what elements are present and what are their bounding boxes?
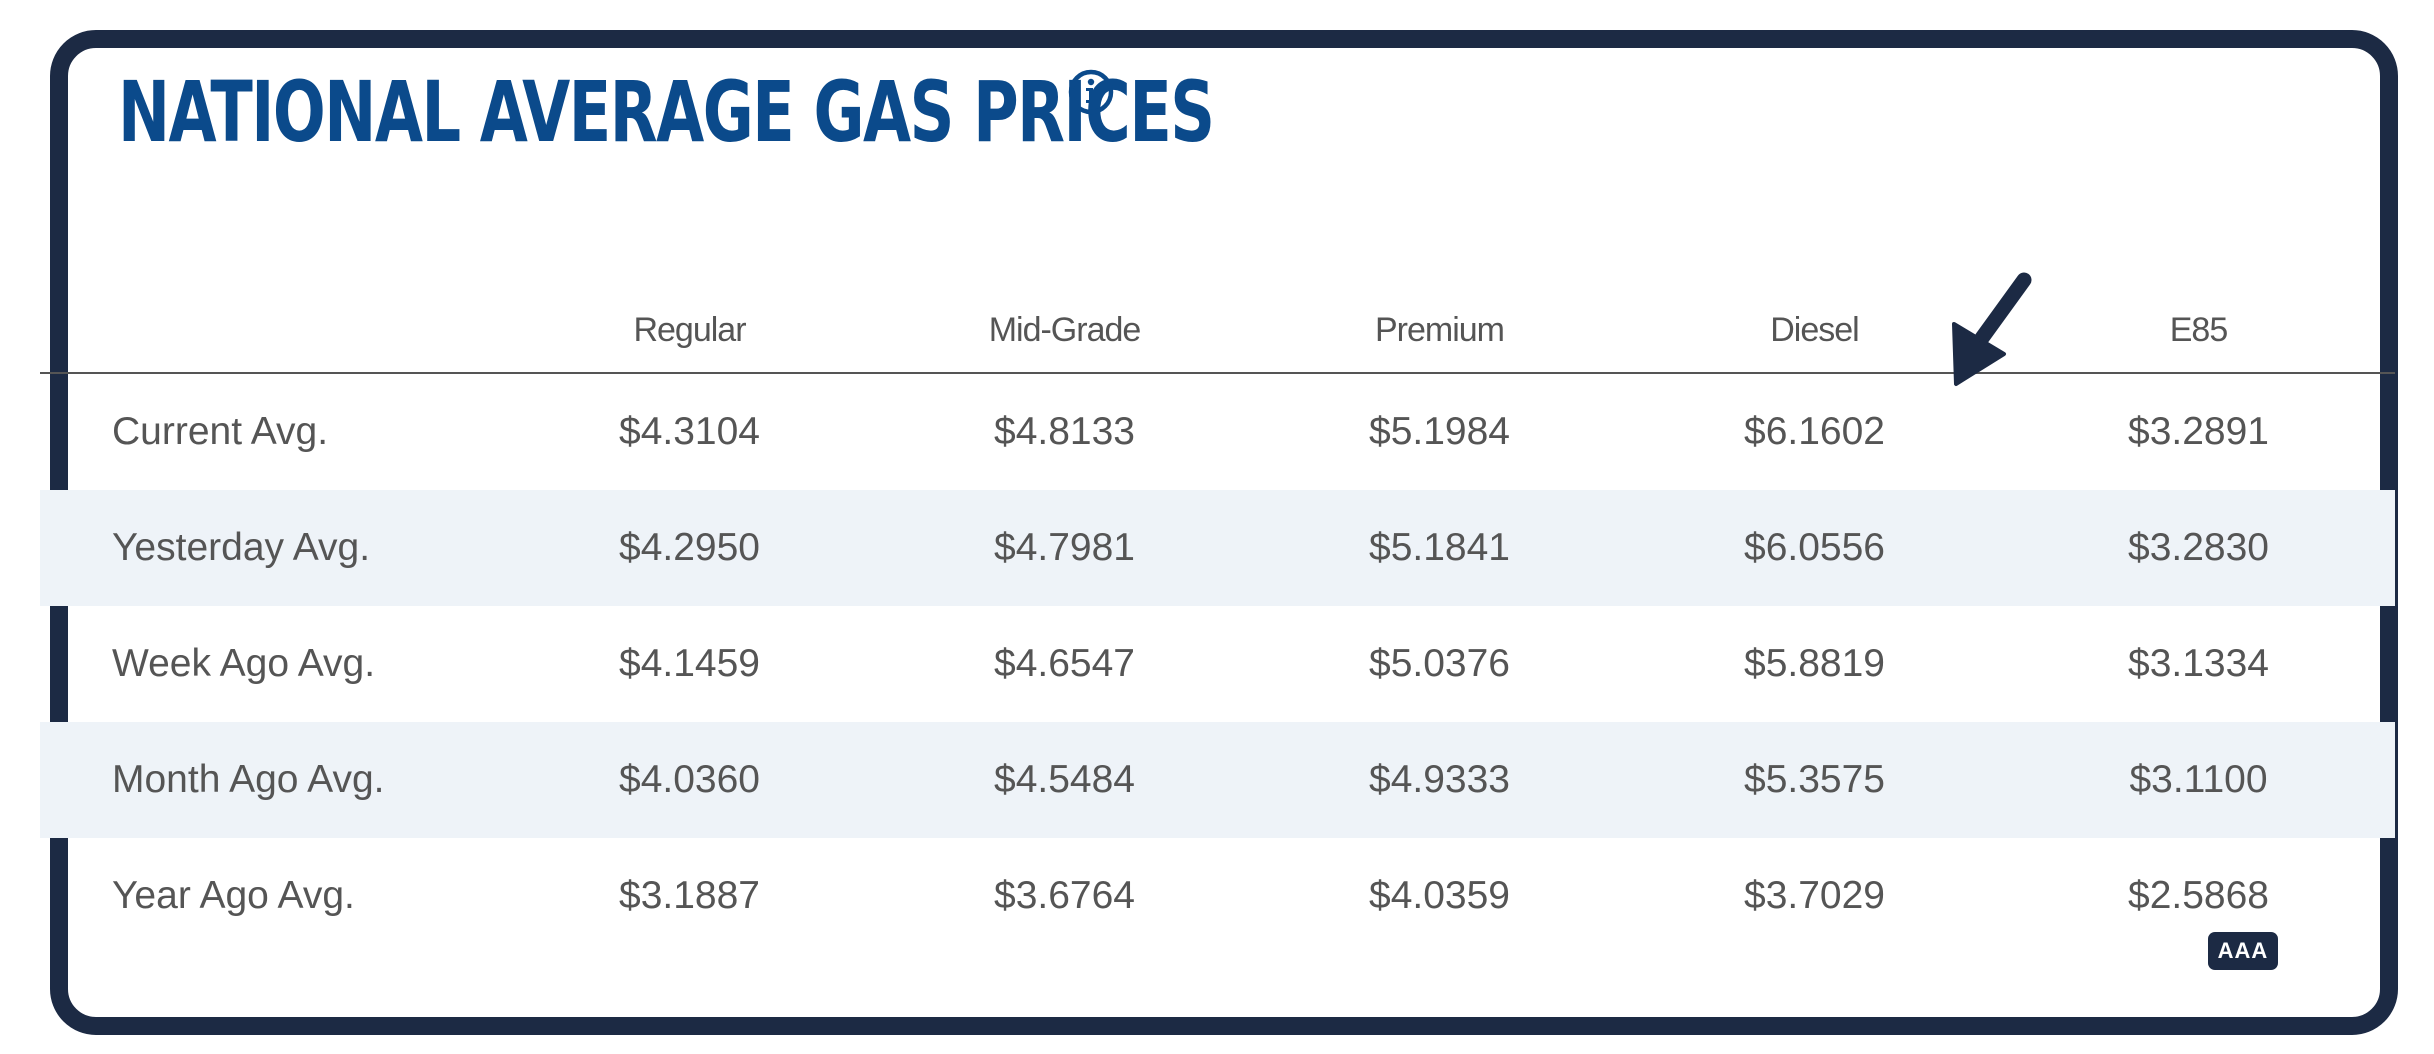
arrow-pointer-icon bbox=[1952, 272, 2032, 386]
gas-prices-table: Regular Mid-Grade Premium Diesel E85 Cur… bbox=[40, 250, 2395, 954]
price-cell: $4.0360 bbox=[502, 722, 877, 838]
table-row: Yesterday Avg. $4.2950 $4.7981 $5.1841 $… bbox=[40, 490, 2395, 606]
price-cell: $6.1602 bbox=[1744, 410, 1885, 453]
price-cell: $4.2950 bbox=[502, 490, 877, 606]
table-row: Year Ago Avg. $3.1887 $3.6764 $4.0359 $3… bbox=[40, 838, 2395, 954]
price-cell: $3.1100 bbox=[2002, 722, 2395, 838]
row-label: Year Ago Avg. bbox=[112, 874, 355, 917]
row-label: Yesterday Avg. bbox=[40, 490, 502, 606]
price-cell: $3.7029 bbox=[1744, 874, 1885, 917]
row-label: Month Ago Avg. bbox=[40, 722, 502, 838]
page-title: NATIONAL AVERAGE GAS PRICES bbox=[118, 63, 1215, 161]
price-cell: $4.8133 bbox=[994, 410, 1135, 453]
price-cell: $4.5484 bbox=[877, 722, 1252, 838]
aaa-logo-badge: AAA bbox=[2208, 932, 2278, 970]
price-cell: $2.5868 bbox=[2128, 874, 2269, 917]
row-label: Current Avg. bbox=[112, 410, 329, 453]
row-label: Week Ago Avg. bbox=[112, 642, 376, 685]
price-cell: $3.1334 bbox=[2128, 642, 2269, 685]
header-e85: E85 bbox=[2002, 250, 2395, 374]
table-header-row: Regular Mid-Grade Premium Diesel E85 bbox=[40, 250, 2395, 374]
price-cell: $4.6547 bbox=[994, 642, 1135, 685]
price-cell: $5.1841 bbox=[1252, 490, 1627, 606]
price-cell: $4.0359 bbox=[1369, 874, 1510, 917]
info-icon[interactable] bbox=[1067, 68, 1115, 116]
price-cell: $5.3575 bbox=[1627, 722, 2002, 838]
price-cell: $3.6764 bbox=[994, 874, 1135, 917]
price-cell: $5.8819 bbox=[1744, 642, 1885, 685]
header-premium: Premium bbox=[1252, 250, 1627, 374]
price-cell: $4.3104 bbox=[619, 410, 760, 453]
price-cell: $4.1459 bbox=[619, 642, 760, 685]
price-cell: $5.1984 bbox=[1369, 410, 1510, 453]
table-row: Current Avg. $4.3104 $4.8133 $5.1984 $6.… bbox=[40, 373, 2395, 490]
price-cell: $5.0376 bbox=[1369, 642, 1510, 685]
table-row: Week Ago Avg. $4.1459 $4.6547 $5.0376 $5… bbox=[40, 606, 2395, 722]
header-mid-grade: Mid-Grade bbox=[877, 250, 1252, 374]
table-row: Month Ago Avg. $4.0360 $4.5484 $4.9333 $… bbox=[40, 722, 2395, 838]
price-cell: $4.7981 bbox=[877, 490, 1252, 606]
price-cell: $4.9333 bbox=[1252, 722, 1627, 838]
price-cell: $3.1887 bbox=[619, 874, 760, 917]
header-regular: Regular bbox=[502, 250, 877, 374]
price-cell: $3.2891 bbox=[2128, 410, 2269, 453]
header-diesel: Diesel bbox=[1627, 250, 2002, 374]
price-cell: $3.2830 bbox=[2002, 490, 2395, 606]
price-cell: $6.0556 bbox=[1627, 490, 2002, 606]
header-blank bbox=[40, 250, 502, 374]
